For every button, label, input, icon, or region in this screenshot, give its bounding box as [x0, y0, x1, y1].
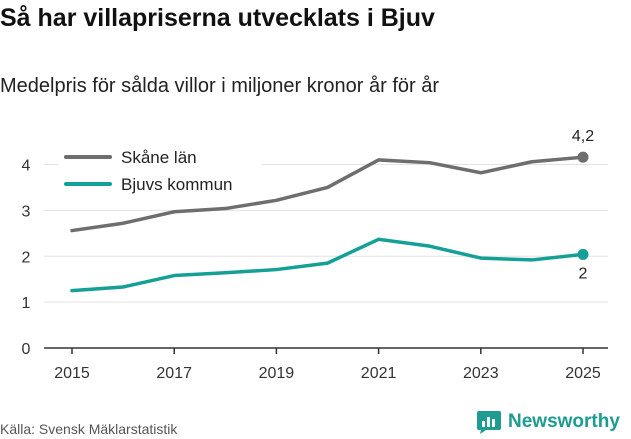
- x-tick-label-2021: 2021: [361, 365, 397, 382]
- bar-chart-icon: [477, 411, 501, 434]
- x-tick-label-2025: 2025: [565, 365, 601, 382]
- end-marker-skane: [577, 151, 589, 163]
- y-tick-label-4: 4: [22, 158, 31, 175]
- x-tick-label-2019: 2019: [259, 365, 295, 382]
- series-line-skane: [70, 155, 585, 233]
- y-tick-label-0: 0: [22, 341, 31, 358]
- chart-title: Så har villapriserna utvecklats i Bjuv: [0, 4, 435, 32]
- x-tick-label-2023: 2023: [463, 365, 499, 382]
- end-marker-bjuv: [577, 248, 589, 260]
- axes: 0 1 2 3 4 2015 2017 2019 2021 2023 2025: [22, 158, 608, 382]
- end-label-bjuv: 2: [579, 265, 588, 282]
- y-tick-label-3: 3: [22, 203, 31, 220]
- end-label-skane: 4,2: [572, 128, 594, 145]
- brand-name: Newsworthy: [508, 411, 620, 432]
- legend-label-skane: Skåne län: [121, 148, 197, 167]
- y-tick-label-1: 1: [22, 295, 31, 312]
- legend: Skåne län Bjuvs kommun: [58, 145, 262, 201]
- newsworthy-logo[interactable]: Newsworthy: [476, 409, 620, 435]
- series-line-bjuv: [70, 237, 585, 293]
- x-tick-label-2017: 2017: [156, 365, 192, 382]
- legend-label-bjuv: Bjuvs kommun: [121, 175, 232, 194]
- source-note: Källa: Svensk Mäklarstatistik: [0, 421, 178, 437]
- chart-subtitle: Medelpris för sålda villor i miljoner kr…: [0, 75, 440, 97]
- y-tick-label-2: 2: [22, 249, 31, 266]
- x-tick-label-2015: 2015: [54, 365, 90, 382]
- series: 4,22: [70, 128, 594, 293]
